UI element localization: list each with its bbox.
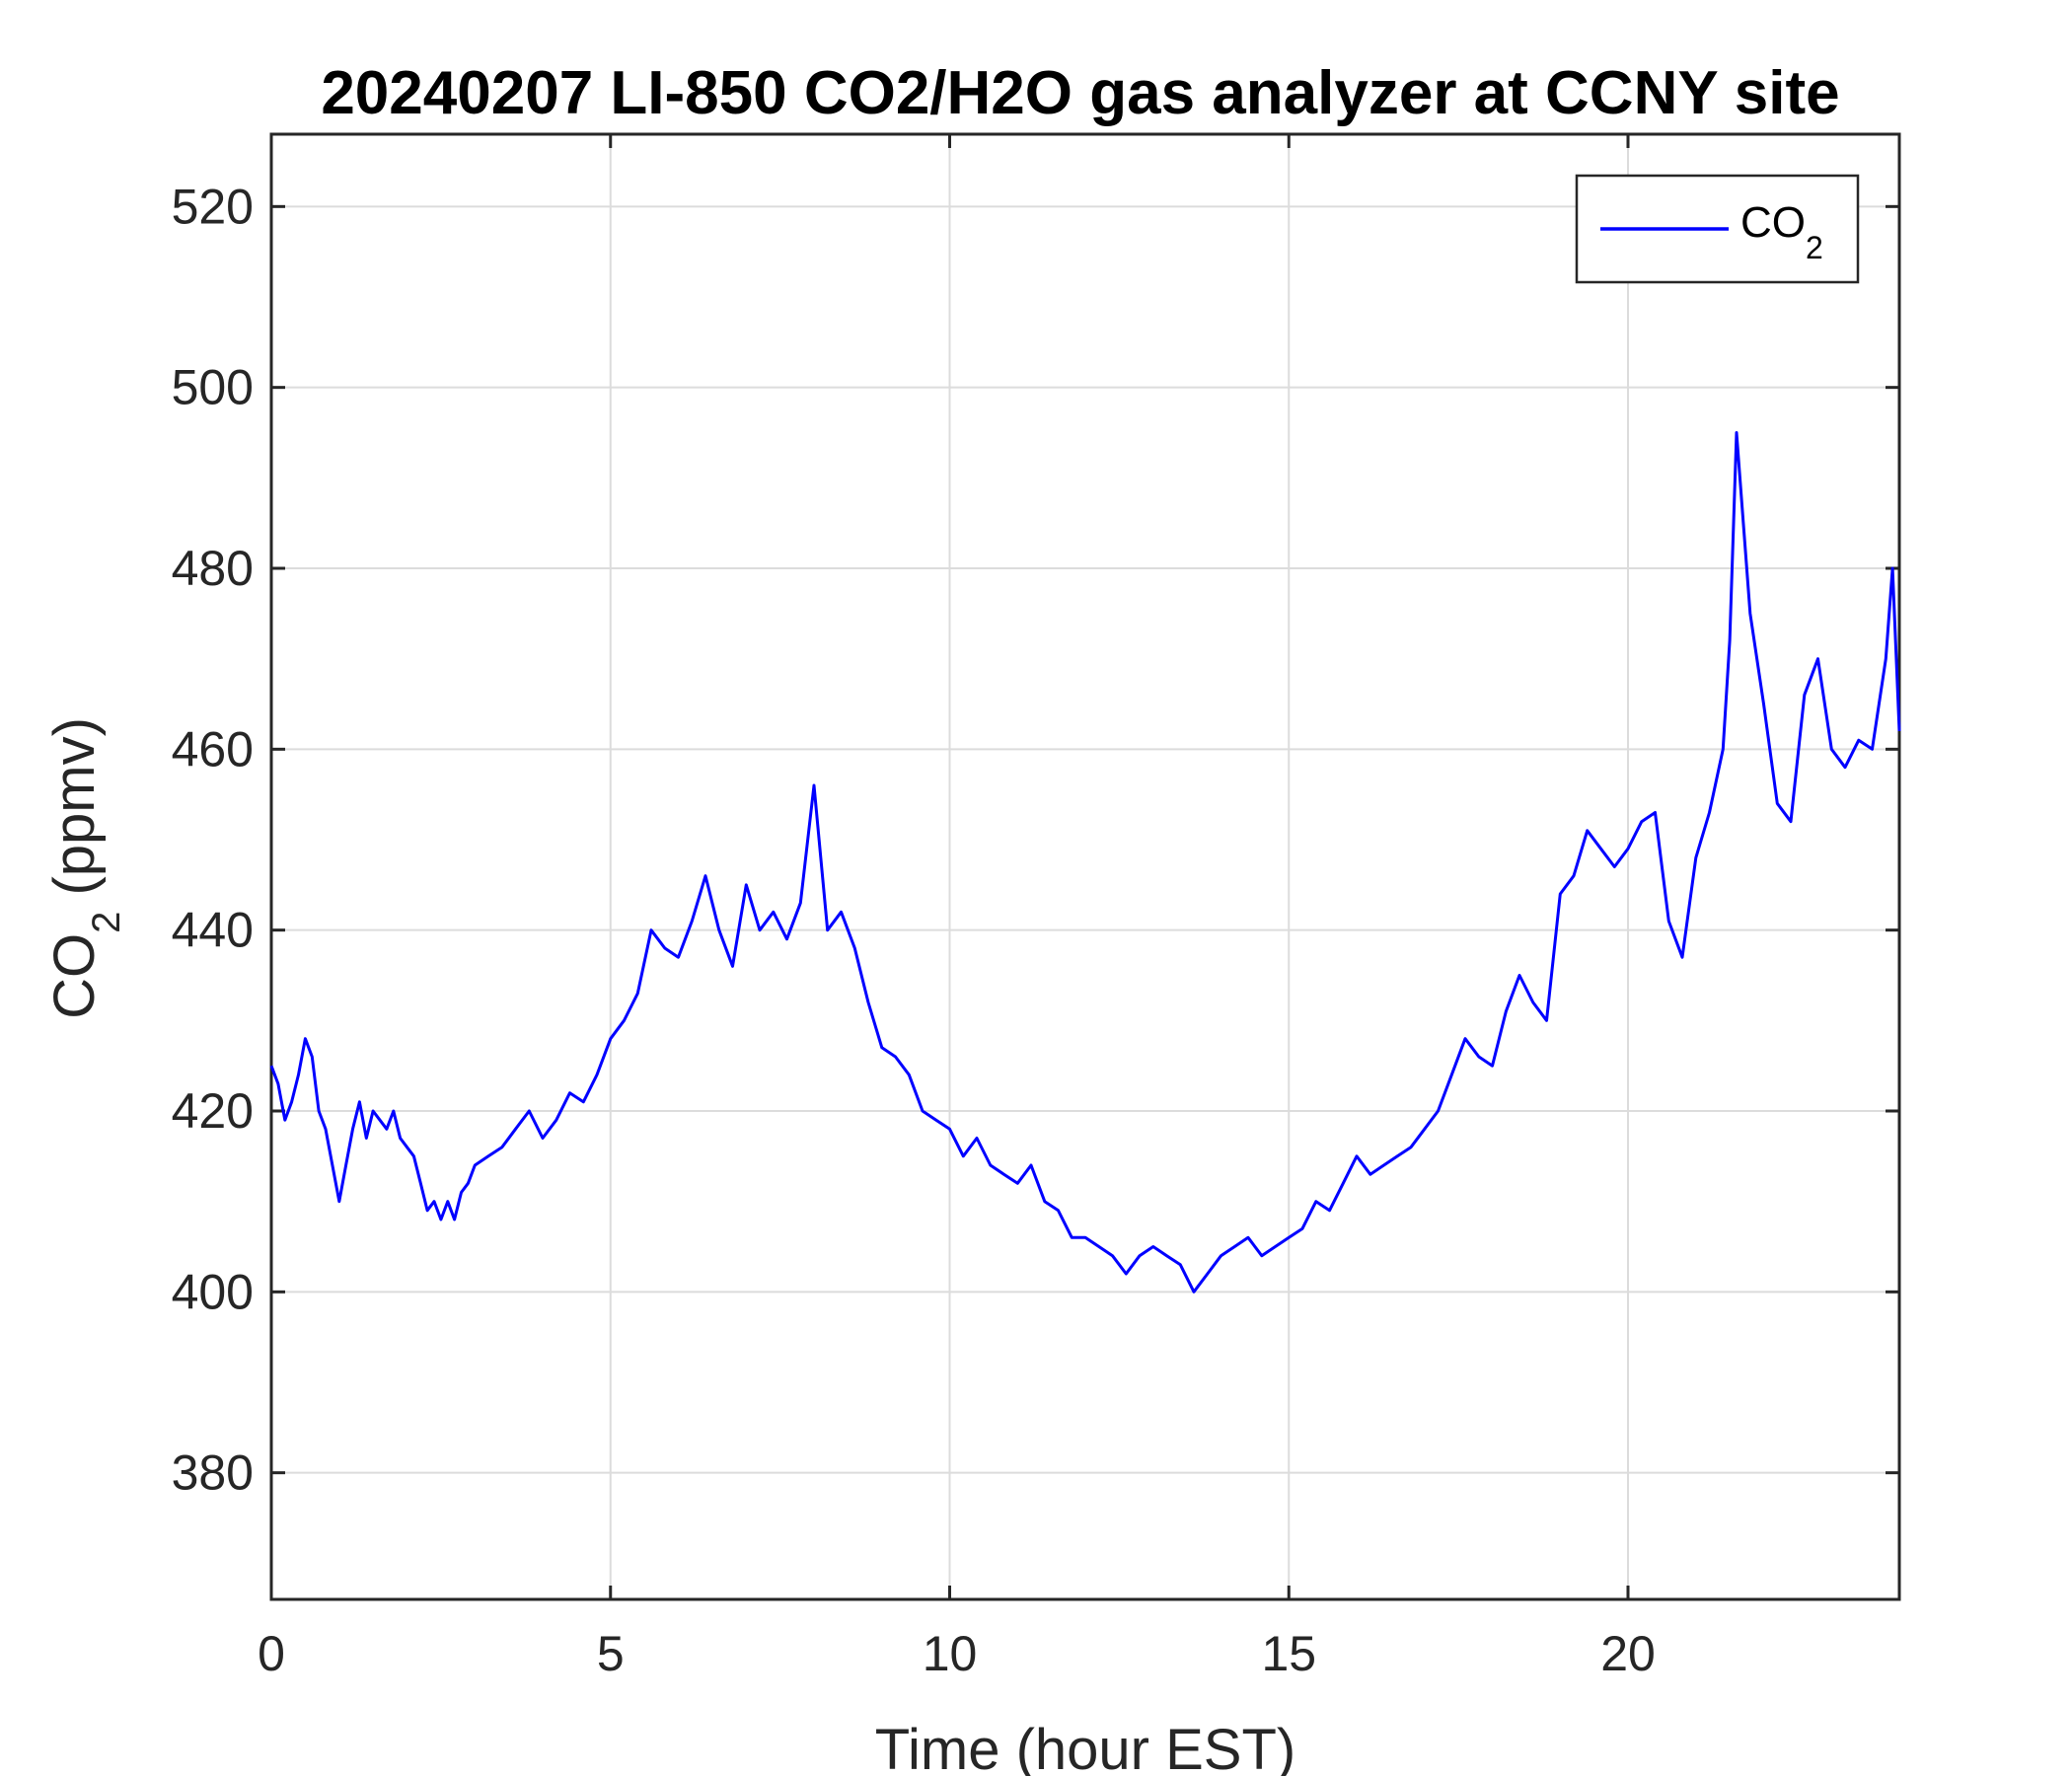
y-axis-label-sub: 2 (85, 912, 128, 933)
y-tick-label: 460 (172, 721, 254, 777)
y-axis-label-base: CO (42, 933, 107, 1019)
x-tick-label: 5 (597, 1626, 625, 1681)
legend-entry-co2: CO2 (1740, 198, 1823, 265)
x-tick-label: 20 (1600, 1626, 1656, 1681)
y-tick-label: 400 (172, 1264, 254, 1319)
chart-title: 20240207 LI-850 CO2/H2O gas analyzer at … (321, 59, 1839, 127)
x-tick-label: 0 (258, 1626, 285, 1681)
legend: CO2 (1575, 174, 1860, 284)
y-axis-label-rest: (ppmv) (42, 717, 107, 912)
y-tick-label: 420 (172, 1083, 254, 1139)
axis-ticks: 0 5 10 15 20 380 400 420 440 460 480 500 520 (172, 134, 1899, 1681)
legend-entry-co2-sub: 2 (1806, 230, 1823, 265)
plot-area (269, 132, 1901, 1601)
y-tick-label: 380 (172, 1445, 254, 1501)
y-tick-label: 500 (172, 360, 254, 415)
y-tick-label: 440 (172, 903, 254, 958)
x-tick-label: 15 (1261, 1626, 1316, 1681)
legend-entry-co2-base: CO (1740, 198, 1806, 247)
co2-series-line (269, 431, 1901, 1294)
x-axis-label: Time (hour EST) (875, 1718, 1295, 1776)
y-axis-label: CO2 (ppmv) (42, 717, 128, 1019)
y-tick-label: 480 (172, 541, 254, 596)
x-tick-label: 10 (923, 1626, 978, 1681)
grid-lines (271, 134, 1899, 1599)
y-tick-label: 520 (172, 179, 254, 234)
